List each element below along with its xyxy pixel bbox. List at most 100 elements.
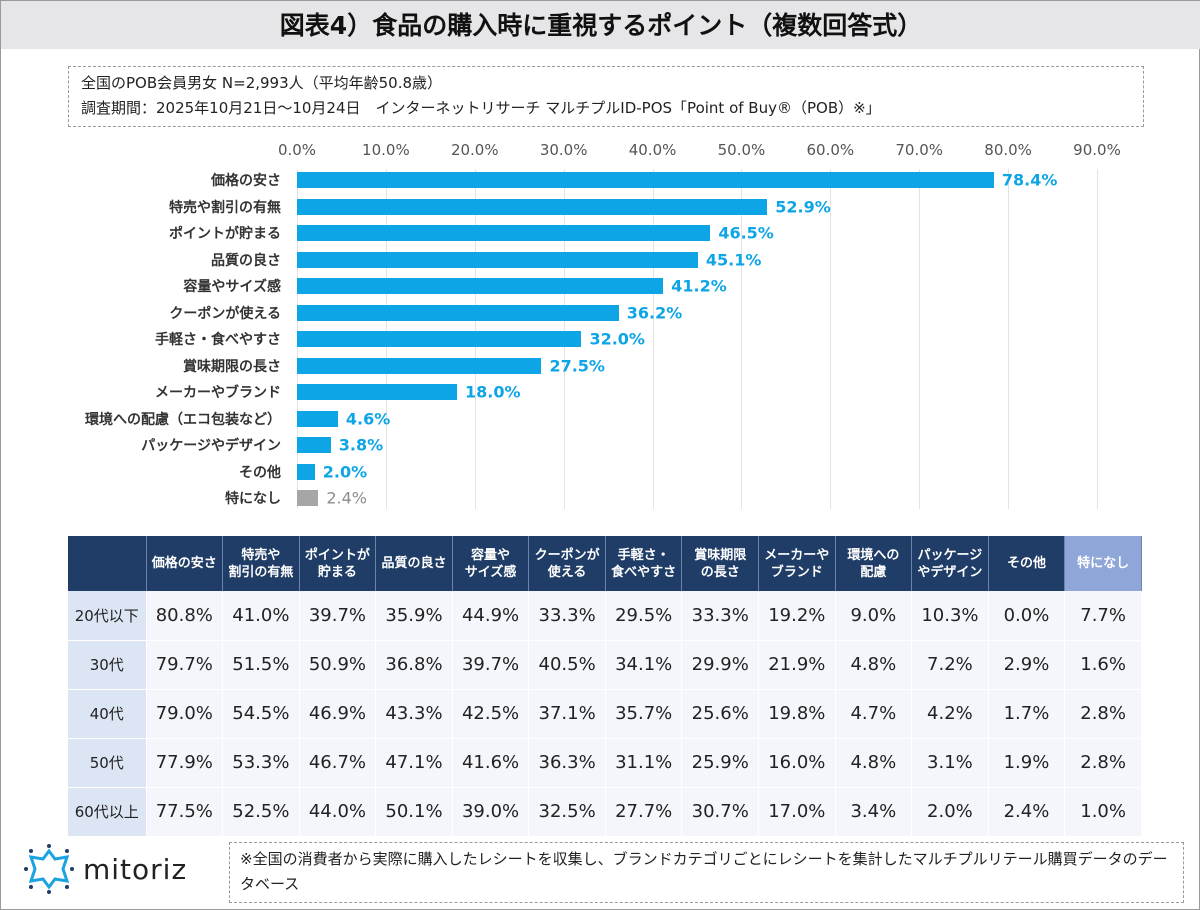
table-cell: 41.0% [222,591,300,641]
x-tick-label: 20.0% [450,141,499,159]
bar [297,357,542,374]
table-cell: 79.0% [146,689,224,739]
gridline [741,169,743,509]
table-cell: 40.5% [528,640,606,690]
page-title: 図表4）食品の購入時に重視するポイント（複数回答式） [1,1,1200,49]
table-cell: 2.0% [911,787,989,837]
bar [297,278,664,294]
table-cell: 32.5% [528,787,606,837]
table-cell: 19.2% [758,591,836,641]
table-cell: 2.9% [988,640,1066,690]
table-cell: 80.8% [146,591,224,641]
column-header: 特になし [1064,536,1142,591]
table-cell: 4.8% [835,738,913,788]
table-cell: 0.0% [988,591,1066,641]
table-cell: 9.0% [835,591,913,641]
row-label: 60代以上 [68,787,147,837]
corner-cell [68,536,147,591]
value-label: 78.4% [1001,170,1058,190]
column-header: その他 [988,536,1066,591]
table-cell: 21.9% [758,640,836,690]
table-cell: 1.9% [988,738,1066,788]
bar [297,384,457,400]
table-cell: 44.0% [299,787,377,837]
table-cell: 47.1% [375,738,453,788]
table-cell: 42.5% [452,689,530,739]
logo-mark-icon [24,844,74,894]
column-header: 賞味期限 の長さ [681,536,759,591]
table-cell: 39.7% [299,591,377,641]
value-label: 27.5% [549,356,605,375]
table-cell: 25.6% [681,689,759,739]
survey-period: 調査期間：2025年10月21日～10月24日 インターネットリサーチ マルチプ… [81,99,881,117]
table-cell: 39.7% [452,640,530,690]
table-row: 40代 79.0% 54.5% 46.9% 43.3% 42.5% 37.1% 35.7% 25… [68,689,1142,739]
value-label: 52.9% [775,197,831,216]
x-tick-label: 80.0% [984,141,1032,159]
gridline [1008,169,1010,509]
row-label: 40代 [68,689,147,739]
table-cell: 33.3% [681,591,759,641]
category-label: 品質の良さ [211,252,281,269]
column-header: 価格の安さ [146,536,224,591]
table-cell: 35.7% [605,689,683,739]
x-tick-label: 50.0% [717,141,766,159]
table-cell: 1.6% [1064,640,1142,690]
column-header: パッケージ やデザイン [911,536,989,591]
footnote: ※全国の消費者から実際に購入したレシートを収集し、ブランドカテゴリごとにレシート… [229,842,1184,903]
table-cell: 16.0% [758,738,836,788]
gridline [830,169,832,509]
x-tick-label: 70.0% [895,141,944,159]
survey-sample: 全国のPOB会員男女 N=2,993人（平均年齢50.8歳） [81,74,443,92]
table-cell: 1.0% [1064,787,1142,837]
x-tick-label: 0.0% [277,141,317,159]
category-label: 特になし [225,491,281,507]
table-cell: 34.1% [605,640,683,690]
bar [297,410,338,427]
value-label: 18.0% [465,382,521,402]
value-label: 41.2% [671,276,727,296]
table-cell: 77.9% [146,738,224,788]
table-cell: 43.3% [375,689,453,739]
table-cell: 4.2% [911,689,989,739]
row-label: 20代以下 [68,591,147,641]
column-header: 手軽さ・ 食べやすさ [605,536,683,591]
bar [297,251,698,268]
table-row: 30代 79.7% 51.5% 50.9% 36.8% 39.7% 40.5% 34.1% 29… [68,640,1142,690]
x-tick-label: 30.0% [539,141,588,159]
table-cell: 51.5% [222,640,300,690]
table-cell: 29.9% [681,640,759,690]
table-row: 60代以上 77.5% 52.5% 44.0% 50.1% 39.0% 32.5% 27.7%… [68,787,1142,837]
logo-text: mitoriz [83,852,188,886]
table-cell: 33.3% [528,591,606,641]
bar [297,172,994,188]
category-label: 手軽さ・食べやすさ [155,332,281,348]
table-cell: 1.7% [988,689,1066,739]
table-cell: 2.8% [1064,738,1142,788]
table-cell: 79.7% [146,640,224,690]
value-label: 3.8% [338,435,384,455]
value-label: 2.0% [322,462,368,481]
table-cell: 36.8% [375,640,453,690]
table-row: 20代以下 80.8% 41.0% 39.7% 35.9% 44.9% 33.3% 29.5%… [68,591,1142,641]
table-cell: 4.7% [835,689,913,739]
column-header: メーカーや ブランド [758,536,836,591]
table-cell: 27.7% [605,787,683,837]
category-label: 価格の安さ [211,173,281,189]
bar-chart: 0.0% 10.0% 20.0% 30.0% 40.0% 50.0% 60.0% 70.0% 8… [1,131,1200,521]
category-label: クーポンが使える [169,305,281,322]
table-cell: 4.8% [835,640,913,690]
bar [297,198,768,215]
x-tick-label: 40.0% [628,141,677,159]
category-label: 容量やサイズ感 [183,279,281,295]
table-cell: 41.6% [452,738,530,788]
bar [297,331,582,347]
column-header: 品質の良さ [375,536,453,591]
table-cell: 2.4% [988,787,1066,837]
category-label: パッケージやデザイン [141,438,281,454]
table-cell: 29.5% [605,591,683,641]
value-label: 2.4% [326,488,367,508]
value-label: 4.6% [345,409,391,428]
bar [297,463,315,480]
column-header: 環境への 配慮 [835,536,913,591]
